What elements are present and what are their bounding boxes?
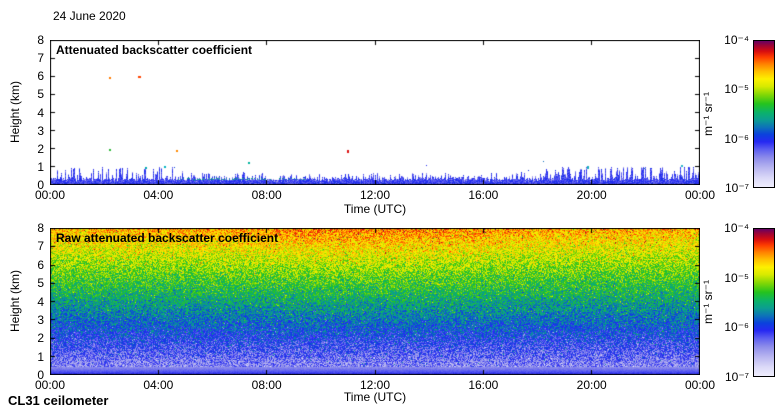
x-axis-label-bottom: Time (UTC) [343,390,407,404]
y-tick-label: 6 [37,257,44,272]
x-tick-label: 16:00 [468,188,499,202]
raw-backscatter-heatmap [50,228,700,375]
x-tick-label: 00:00 [34,188,66,202]
colorbar-tick-label: 10⁻⁶ [724,320,749,335]
colorbar-top [753,40,775,188]
y-tick-label: 2 [37,141,44,156]
raw-panel-title: Raw attenuated backscatter coefficient [56,231,279,245]
x-tick-label: 00:00 [684,188,716,202]
colorbar-tick-label: 10⁻⁵ [724,82,749,97]
instrument-label: CL31 ceilometer [8,393,109,408]
x-tick-label: 08:00 [251,378,282,392]
x-tick-label: 12:00 [359,378,391,392]
y-tick-label: 0 [37,178,44,192]
colorbar-tick-label: 10⁻⁵ [724,270,749,285]
colorbar-tick-label: 10⁻⁷ [724,181,749,195]
x-axis-label-top: Time (UTC) [343,202,407,216]
colorbar-bottom [753,228,775,377]
y-tick-label: 1 [37,159,44,174]
y-tick-label: 4 [37,105,44,120]
y-tick-label: 8 [37,33,44,47]
y-tick-label: 0 [37,368,44,382]
x-tick-label: 20:00 [576,378,607,392]
x-tick-label: 04:00 [143,188,174,202]
x-tick-label: 16:00 [468,378,499,392]
attenuated-panel-title: Attenuated backscatter coefficient [56,43,253,57]
y-tick-label: 4 [37,294,44,309]
date-label: 24 June 2020 [53,9,126,23]
x-tick-label: 08:00 [251,188,282,202]
colorbar-tick-label: 10⁻⁴ [724,221,749,235]
y-tick-label: 7 [37,51,44,66]
colorbar-tick-label: 10⁻⁶ [724,131,749,146]
x-tick-label: 04:00 [143,378,174,392]
x-tick-label: 00:00 [684,378,716,392]
y-tick-label: 5 [37,87,44,102]
y-tick-label: 8 [37,221,44,235]
y-tick-label: 2 [37,331,44,346]
x-tick-label: 20:00 [576,188,607,202]
y-tick-label: 7 [37,239,44,254]
y-tick-label: 5 [37,276,44,291]
colorbar-tick-label: 10⁻⁷ [724,370,749,384]
y-tick-label: 1 [37,349,44,364]
y-tick-label: 3 [37,123,44,138]
attenuated-backscatter-heatmap [50,40,700,185]
x-tick-label: 00:00 [34,378,66,392]
y-tick-label: 3 [37,312,44,327]
colorbar-tick-label: 10⁻⁴ [724,33,749,47]
y-tick-label: 6 [37,69,44,84]
x-tick-label: 12:00 [359,188,391,202]
